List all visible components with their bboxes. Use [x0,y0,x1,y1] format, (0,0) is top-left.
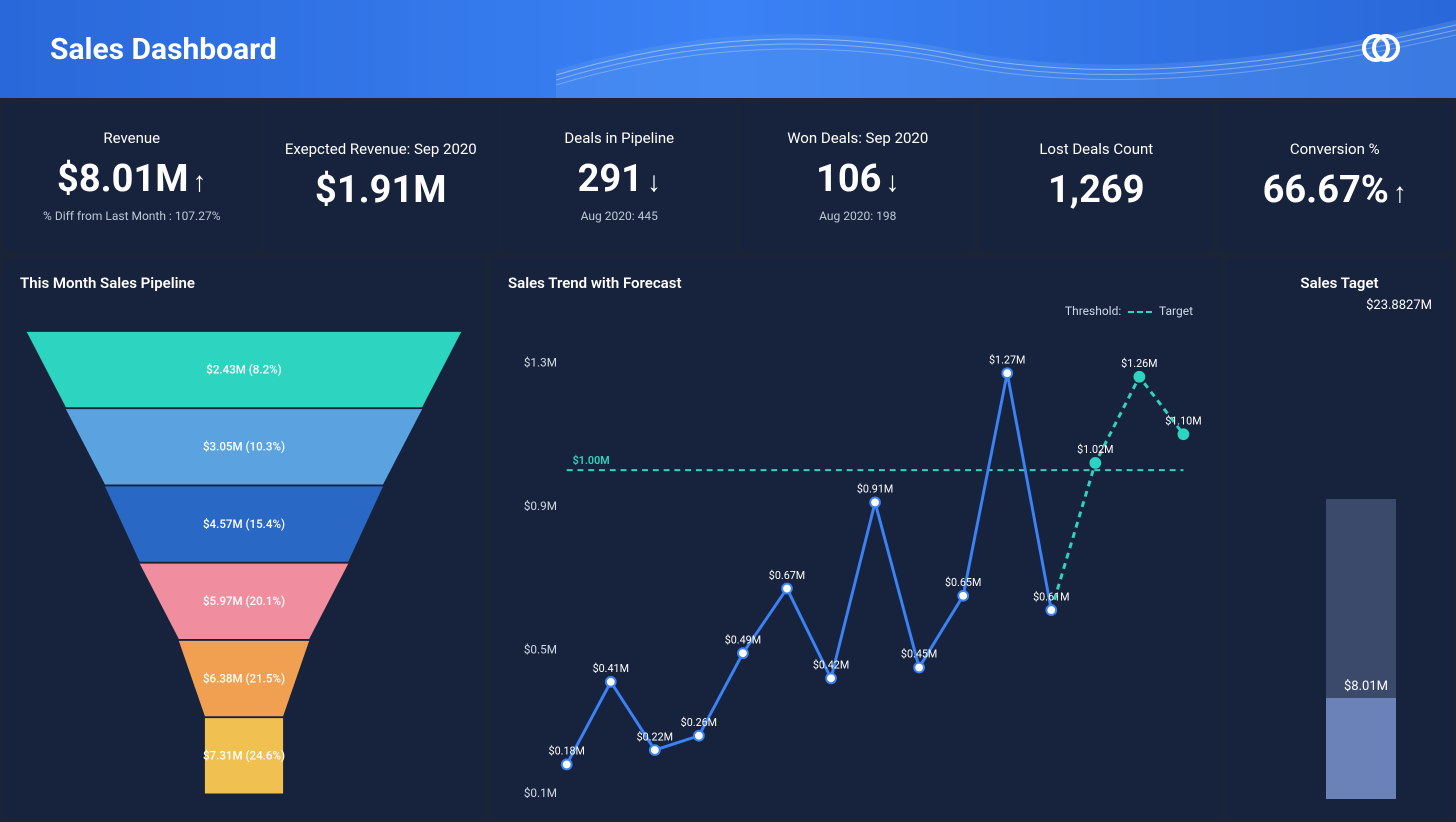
kpi-label: Exepcted Revenue: Sep 2020 [276,140,486,158]
svg-text:$6.38M (21.5%): $6.38M (21.5%) [203,671,285,685]
target-max-label: $23.8827M [1243,298,1436,313]
kpi-card-won-deals[interactable]: Won Deals: Sep 2020 106 Aug 2020: 198 [741,102,975,250]
svg-text:$0.22M: $0.22M [637,730,673,743]
kpi-label: Lost Deals Count [991,140,1201,158]
svg-text:$0.91M: $0.91M [857,483,893,496]
svg-text:$4.57M (15.4%): $4.57M (15.4%) [203,517,285,531]
svg-text:$0.9M: $0.9M [524,499,557,513]
dashboard-title: Sales Dashboard [50,32,277,67]
svg-text:$1.00M: $1.00M [573,454,610,467]
kpi-label: Revenue [16,129,248,147]
kpi-label: Won Deals: Sep 2020 [753,129,963,147]
svg-text:$1.02M: $1.02M [1077,443,1113,456]
legend-target-label: Target [1159,304,1193,318]
svg-text:$0.42M: $0.42M [813,658,849,671]
svg-text:$1.10M: $1.10M [1165,414,1201,427]
svg-text:$2.43M (8.2%): $2.43M (8.2%) [206,362,282,376]
kpi-row: Revenue $8.01M % Diff from Last Month : … [0,98,1456,250]
svg-text:$1.27M: $1.27M [989,353,1025,366]
kpi-label: Conversion % [1229,140,1439,158]
kpi-value: $8.01M [16,157,248,201]
kpi-card-conversion[interactable]: Conversion % 66.67% [1217,102,1451,250]
svg-text:$5.97M (20.1%): $5.97M (20.1%) [203,594,285,608]
trend-panel: Sales Trend with Forecast Threshold: Tar… [492,258,1219,818]
header-wave-decoration [556,0,1456,98]
trend-chart[interactable]: $0.1M $0.5M $0.9M $1.3M $1.00M $0.18M $0.41M $0… [508,318,1203,818]
kpi-card-lost-deals[interactable]: Lost Deals Count 1,269 [979,102,1213,250]
svg-text:$0.49M: $0.49M [725,633,761,646]
kpi-value: $1.91M [276,168,486,212]
trend-legend: Threshold: Target [508,304,1203,318]
funnel-title: This Month Sales Pipeline [20,274,468,292]
svg-text:$0.26M: $0.26M [681,716,717,729]
svg-text:$0.41M: $0.41M [593,662,629,675]
kpi-sub: Aug 2020: 198 [753,209,963,223]
funnel-panel: This Month Sales Pipeline $2.43M (8.2%)$… [4,258,484,818]
main-row: This Month Sales Pipeline $2.43M (8.2%)$… [0,250,1456,818]
trend-title: Sales Trend with Forecast [508,274,1203,292]
target-bar-chart[interactable]: $8.01M [1243,319,1436,799]
target-bar-value: $8.01M [1344,679,1388,694]
svg-text:$0.1M: $0.1M [524,786,557,800]
svg-text:$7.31M (24.6%): $7.31M (24.6%) [203,749,285,763]
svg-text:$0.65M: $0.65M [945,576,981,589]
svg-text:$1.26M: $1.26M [1121,357,1157,370]
kpi-label: Deals in Pipeline [514,129,724,147]
svg-text:$0.45M: $0.45M [901,648,937,661]
legend-dash-icon [1128,311,1152,313]
kpi-value: 106 [753,157,963,201]
kpi-card-deals-pipeline[interactable]: Deals in Pipeline 291 Aug 2020: 445 [502,102,736,250]
target-title: Sales Taget [1243,274,1436,292]
svg-text:$0.67M: $0.67M [769,569,805,582]
target-bar-fill [1326,698,1396,799]
svg-text:$1.3M: $1.3M [524,355,557,369]
funnel-chart[interactable]: $2.43M (8.2%) $3.05M (10.3%) $4.57M (15.4%… [20,304,468,804]
legend-threshold-label: Threshold: [1065,304,1121,318]
svg-text:$3.05M (10.3%): $3.05M (10.3%) [203,440,285,454]
kpi-card-expected-revenue[interactable]: Exepcted Revenue: Sep 2020 $1.91M [264,102,498,250]
brand-logo-icon [1356,28,1416,72]
svg-text:$0.5M: $0.5M [524,642,557,656]
svg-text:$0.18M: $0.18M [549,745,585,758]
kpi-card-revenue[interactable]: Revenue $8.01M % Diff from Last Month : … [4,102,260,250]
kpi-value: 66.67% [1229,168,1439,212]
target-panel: Sales Taget $23.8827M $8.01M [1227,258,1452,818]
kpi-sub: % Diff from Last Month : 107.27% [16,209,248,223]
kpi-value: 291 [514,157,724,201]
svg-text:$0.61M: $0.61M [1033,590,1069,603]
kpi-value: 1,269 [991,168,1201,212]
dashboard-header: Sales Dashboard [0,0,1456,98]
kpi-sub: Aug 2020: 445 [514,209,724,223]
